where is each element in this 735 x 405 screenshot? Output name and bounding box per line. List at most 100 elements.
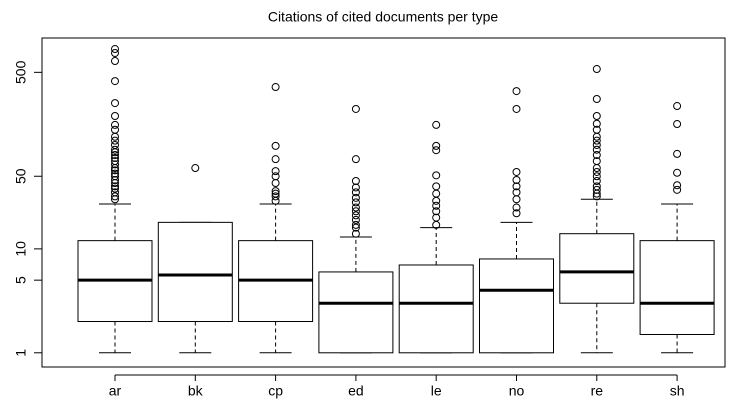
- outlier: [111, 153, 119, 162]
- outlier: [271, 189, 280, 198]
- outlier: [512, 188, 521, 197]
- outlier: [191, 164, 200, 173]
- outlier: [432, 120, 441, 129]
- outlier: [111, 160, 119, 169]
- x-tick-label: sh: [670, 383, 685, 399]
- outlier: [111, 176, 119, 185]
- outlier: [592, 172, 601, 181]
- outlier: [673, 168, 682, 177]
- outlier: [111, 49, 119, 58]
- outlier: [512, 182, 521, 191]
- outlier: [592, 157, 601, 166]
- outlier: [111, 145, 119, 154]
- outlier: [111, 182, 119, 191]
- outlier: [351, 220, 360, 229]
- outlier: [673, 181, 682, 190]
- outlier: [432, 182, 441, 191]
- x-tick-label: bk: [188, 383, 204, 399]
- outlier: [432, 207, 441, 216]
- outlier: [111, 172, 119, 181]
- outlier: [592, 151, 601, 160]
- y-tick-label: 10: [13, 241, 29, 257]
- outlier: [351, 198, 360, 207]
- outlier: [512, 209, 521, 218]
- outlier: [673, 102, 682, 111]
- outlier: [592, 136, 601, 145]
- plot-frame: [41, 37, 726, 368]
- outlier: [673, 185, 682, 194]
- outlier: [111, 45, 119, 54]
- outlier: [673, 120, 682, 129]
- outlier: [271, 187, 280, 196]
- outlier: [512, 167, 521, 176]
- outlier: [351, 223, 360, 232]
- outlier: [271, 172, 280, 181]
- outlier: [673, 149, 682, 158]
- outlier: [111, 169, 119, 178]
- outlier: [351, 203, 360, 212]
- box: [398, 264, 474, 354]
- x-tick-label: ed: [348, 383, 364, 399]
- outlier: [271, 179, 280, 188]
- chart-title: Citations of cited documents per type: [268, 9, 499, 25]
- outlier: [111, 57, 119, 66]
- outlier: [351, 177, 360, 186]
- outlier: [351, 229, 360, 238]
- outlier: [592, 145, 601, 154]
- outlier: [592, 177, 601, 186]
- outlier: [111, 166, 119, 175]
- box: [479, 258, 554, 354]
- outlier: [351, 211, 360, 220]
- outlier: [111, 140, 119, 149]
- outlier: [111, 77, 119, 86]
- outlier: [351, 155, 360, 164]
- box: [639, 240, 715, 335]
- outlier: [351, 207, 360, 216]
- outlier: [592, 94, 601, 103]
- y-tick-label: 5: [13, 276, 29, 284]
- outlier: [592, 125, 601, 134]
- outlier: [271, 155, 280, 164]
- y-tick-label: 1: [13, 349, 29, 357]
- outlier: [512, 104, 521, 113]
- outlier: [271, 192, 280, 201]
- outlier: [271, 141, 280, 150]
- outlier: [432, 146, 441, 155]
- x-tick-label: no: [509, 383, 525, 399]
- x-tick-label: ar: [109, 383, 122, 399]
- box: [318, 271, 394, 354]
- box: [157, 221, 233, 323]
- x-tick-label: re: [591, 383, 604, 399]
- outlier: [351, 188, 360, 197]
- outlier: [111, 99, 119, 108]
- outlier: [271, 167, 280, 176]
- outlier: [111, 184, 119, 193]
- box: [559, 233, 635, 304]
- outlier: [512, 87, 521, 96]
- outlier: [432, 189, 441, 198]
- outlier: [351, 104, 360, 113]
- outlier: [592, 65, 601, 74]
- outlier: [111, 120, 119, 129]
- outlier: [111, 157, 119, 166]
- x-tick-label: le: [431, 383, 442, 399]
- outlier: [592, 182, 601, 191]
- outlier: [271, 83, 280, 92]
- outlier: [111, 125, 119, 134]
- outlier: [512, 176, 521, 185]
- outlier: [111, 151, 119, 160]
- outlier: [432, 141, 441, 150]
- outlier: [592, 185, 601, 194]
- outlier: [351, 183, 360, 192]
- outlier: [432, 171, 441, 180]
- outlier: [592, 119, 601, 128]
- outlier: [351, 215, 360, 224]
- y-tick-label: 500: [13, 60, 29, 84]
- outlier: [111, 192, 119, 201]
- outlier: [592, 140, 601, 149]
- y-tick-label: 50: [13, 168, 29, 184]
- outlier: [432, 201, 441, 210]
- outlier: [512, 195, 521, 204]
